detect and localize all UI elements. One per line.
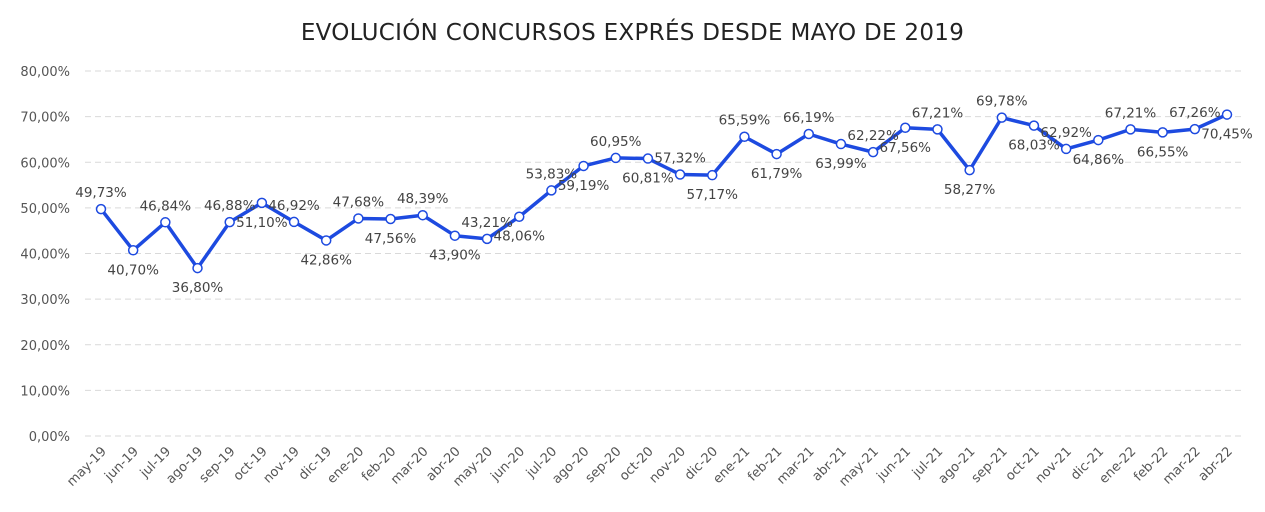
data-point	[739, 131, 750, 142]
data-point	[707, 169, 718, 181]
x-tick-label: may-19	[64, 444, 109, 489]
data-point	[835, 138, 847, 150]
data-label: 43,90%	[429, 248, 481, 264]
data-point	[256, 197, 268, 209]
data-point	[964, 164, 975, 176]
data-point	[353, 213, 364, 224]
x-tick-label: ene-22	[1097, 444, 1140, 487]
data-label: 64,86%	[1073, 152, 1125, 168]
x-tick-label: nov-19	[261, 444, 303, 486]
data-point	[1125, 124, 1136, 135]
data-label: 43,21%	[461, 215, 513, 231]
data-label: 47,56%	[365, 231, 417, 247]
data-point	[1093, 134, 1104, 146]
data-label: 46,88%	[204, 198, 256, 214]
data-label: 65,59%	[719, 113, 771, 129]
data-label: 48,06%	[493, 229, 545, 245]
data-label: 51,10%	[236, 215, 288, 231]
data-point	[1060, 143, 1072, 155]
data-label: 61,79%	[751, 166, 803, 182]
data-label: 69,78%	[976, 94, 1028, 110]
data-point	[674, 169, 686, 180]
data-point	[546, 185, 557, 196]
data-label: 66,19%	[783, 110, 835, 126]
data-point	[932, 124, 943, 135]
x-tick-label: sep-21	[969, 444, 1011, 486]
data-point	[320, 235, 332, 246]
data-label: 62,22%	[847, 128, 899, 144]
data-label: 42,86%	[300, 252, 352, 268]
y-tick-label: 10,00%	[20, 384, 70, 399]
x-tick-label: sep-19	[197, 444, 239, 486]
y-tick-label: 80,00%	[20, 65, 70, 80]
data-label: 66,55%	[1137, 144, 1189, 160]
data-label: 62,92%	[1040, 125, 1092, 141]
data-point	[900, 122, 911, 134]
data-point	[578, 160, 589, 172]
series-line	[99, 112, 1228, 270]
data-point	[803, 128, 815, 140]
data-point	[127, 245, 139, 256]
data-label: 67,21%	[1105, 105, 1157, 121]
data-point	[1157, 127, 1168, 138]
data-point	[385, 213, 396, 225]
x-tick-label: abr-22	[1196, 444, 1236, 484]
data-point	[481, 233, 493, 245]
data-label: 67,26%	[1169, 105, 1221, 121]
data-point	[642, 153, 654, 164]
data-point	[771, 148, 782, 160]
data-point	[95, 203, 107, 215]
data-label: 58,27%	[944, 182, 996, 198]
y-tick-label: 50,00%	[20, 202, 70, 217]
y-tick-label: 40,00%	[20, 248, 70, 263]
data-point	[1189, 123, 1201, 135]
data-point	[288, 216, 300, 228]
data-label: 48,39%	[397, 191, 449, 207]
data-label: 36,80%	[172, 280, 224, 296]
data-point	[610, 152, 621, 164]
data-point	[160, 217, 171, 228]
data-label: 60,95%	[590, 134, 642, 150]
y-tick-label: 30,00%	[20, 293, 70, 308]
x-tick-label: sep-20	[583, 444, 625, 486]
data-label: 46,92%	[268, 198, 320, 214]
data-point	[1221, 109, 1233, 120]
data-label: 67,21%	[912, 105, 964, 121]
data-label: 53,83%	[526, 166, 578, 182]
x-tick-label: jun-21	[874, 444, 915, 485]
data-point	[1028, 120, 1040, 131]
data-label: 68,03%	[1008, 138, 1060, 154]
x-tick-label: ene-21	[710, 444, 753, 487]
data-label: 49,73%	[75, 185, 127, 201]
data-label: 57,32%	[654, 150, 706, 166]
data-label: 63,99%	[815, 156, 867, 172]
y-tick-label: 60,00%	[20, 156, 70, 171]
data-label: 70,45%	[1201, 127, 1253, 143]
x-tick-label: ene-20	[324, 444, 367, 487]
x-tick-label: jun-19	[101, 444, 142, 485]
x-tick-label: nov-20	[647, 444, 689, 486]
x-tick-label: nov-21	[1033, 444, 1075, 486]
data-label: 46,84%	[140, 198, 192, 214]
data-point	[224, 216, 235, 228]
y-tick-label: 0,00%	[29, 430, 70, 445]
data-point	[513, 211, 525, 222]
data-label: 47,68%	[333, 194, 385, 210]
data-point	[449, 230, 461, 241]
data-label: 57,17%	[687, 187, 739, 203]
data-label: 60,81%	[622, 171, 674, 187]
data-label: 67,56%	[880, 140, 932, 156]
chart-title: EVOLUCIÓN CONCURSOS EXPRÉS DESDE MAYO DE…	[300, 20, 965, 46]
data-point	[996, 112, 1008, 123]
x-tick-label: jun-20	[488, 444, 529, 485]
y-tick-label: 20,00%	[20, 339, 70, 354]
data-point	[192, 262, 203, 274]
data-label: 40,70%	[107, 262, 159, 278]
y-tick-label: 70,00%	[20, 111, 70, 126]
data-point	[417, 209, 428, 221]
data-point	[867, 146, 879, 158]
data-label: 59,19%	[558, 178, 610, 194]
